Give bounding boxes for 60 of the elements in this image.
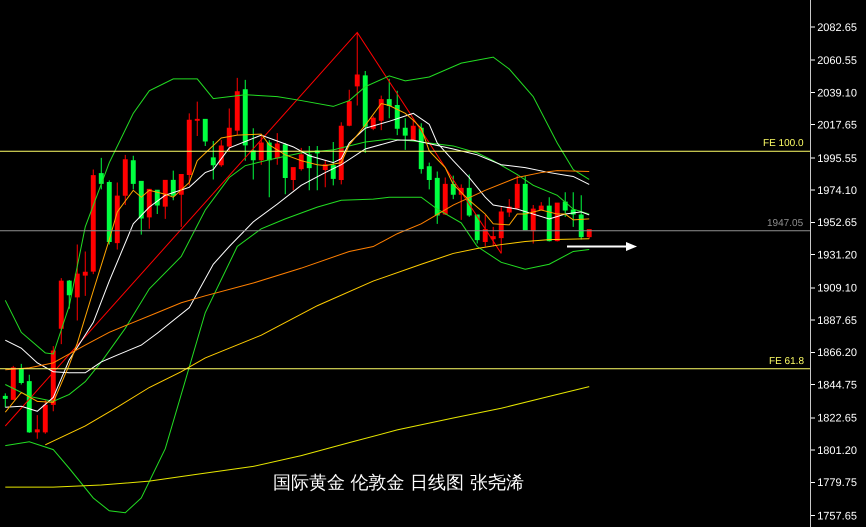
line-series — [44, 238, 590, 446]
candlestick — [210, 140, 216, 180]
y-tick-label: 1909.10 — [817, 282, 857, 295]
y-tick-label: 1844.75 — [817, 379, 857, 392]
y-tick-label: 1995.55 — [817, 152, 857, 165]
y-tick-label: 1931.20 — [817, 249, 857, 262]
candlestick — [226, 108, 232, 152]
y-tick-label: 2017.65 — [817, 120, 857, 132]
candlestick — [2, 392, 8, 408]
y-tick-label: 1887.65 — [817, 314, 857, 327]
candlestick — [362, 70, 368, 154]
candlestick — [578, 194, 584, 240]
y-tick-label: 1757.65 — [817, 510, 857, 522]
candlestick — [170, 170, 176, 201]
y-tick-label: 2039.10 — [817, 87, 857, 100]
candlestick — [570, 192, 576, 228]
candlestick — [194, 101, 200, 137]
y-tick-label: 1801.20 — [817, 444, 857, 457]
candlestick — [234, 77, 240, 136]
candlestick — [402, 118, 408, 150]
y-tick-label: 1974.10 — [817, 185, 857, 197]
candlestick — [74, 244, 80, 321]
candlestick — [378, 95, 384, 131]
candlestick — [242, 79, 248, 162]
candlestick — [250, 128, 256, 180]
y-tick-label: 2060.55 — [817, 55, 857, 68]
ref-line-label: FE 61.8 — [769, 356, 804, 367]
candlestick — [386, 78, 392, 119]
candlestick — [58, 278, 64, 345]
candlestick — [562, 192, 568, 218]
candlestick — [426, 162, 432, 190]
candlestick — [202, 118, 208, 146]
candlestick — [482, 214, 488, 248]
candlestick — [290, 167, 296, 191]
y-tick-label: 2082.65 — [817, 22, 857, 34]
y-tick-label: 1952.65 — [817, 217, 857, 230]
line-series — [4, 56, 590, 354]
candlestick — [314, 145, 320, 191]
ref-line-label: FE 100.0 — [763, 138, 804, 149]
candlestick — [122, 154, 128, 206]
candlestick — [130, 155, 136, 190]
y-tick-label: 1822.65 — [817, 412, 857, 425]
candlestick — [82, 250, 88, 296]
candlestick — [330, 142, 336, 186]
candlestick — [66, 280, 72, 310]
candlestick — [322, 159, 328, 188]
candlestick — [434, 171, 440, 224]
y-tick-label: 1779.75 — [817, 477, 857, 490]
text: 国际黄金 伦敦金 日线图 张尧浠 — [272, 472, 524, 494]
candlestick — [178, 174, 184, 228]
candlestick — [514, 175, 520, 209]
candlestick — [186, 112, 192, 186]
candlestick — [490, 226, 496, 248]
candlestick — [34, 414, 40, 440]
y-tick-label: 1866.20 — [817, 347, 857, 360]
candlestick — [346, 89, 352, 127]
candlestick — [98, 157, 104, 190]
line-series — [4, 196, 590, 514]
candlestick — [306, 145, 312, 191]
ref-line-label: 1947.05 — [767, 218, 804, 229]
